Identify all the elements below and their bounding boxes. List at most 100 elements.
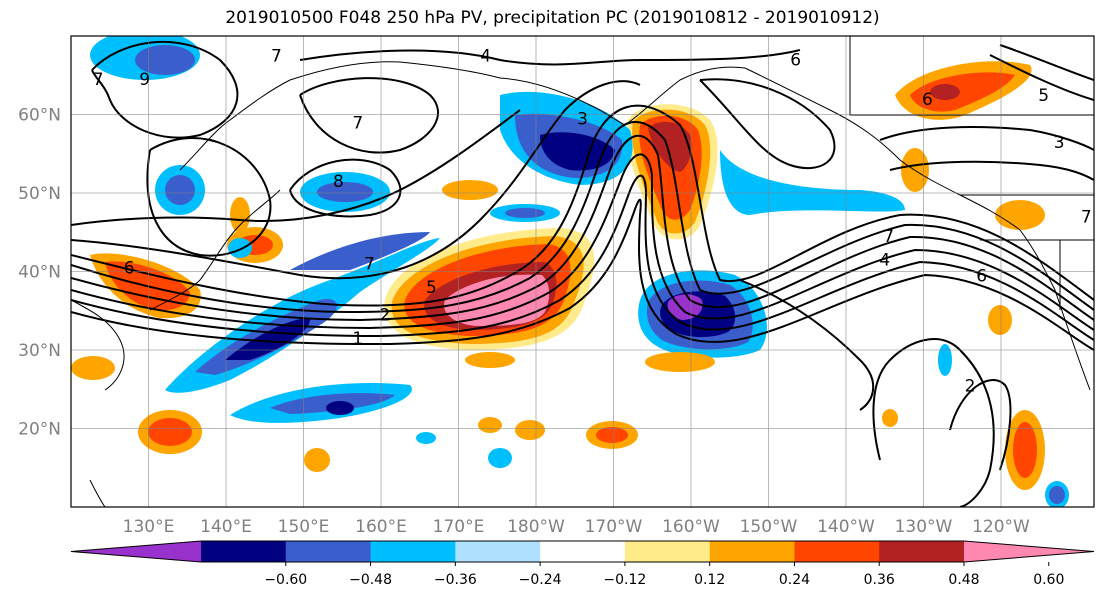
pos-anomaly-blob bbox=[1013, 422, 1037, 478]
colorbar-segment bbox=[794, 541, 880, 562]
contour-label: 6 bbox=[790, 51, 801, 71]
pos-anomaly-blob bbox=[478, 417, 502, 433]
colorbar-tick-label: −0.24 bbox=[519, 572, 562, 588]
lat-tick-label: 40°N bbox=[18, 263, 61, 283]
pos-anomaly-blob bbox=[995, 200, 1045, 230]
contour-label: 7 bbox=[352, 113, 363, 133]
neg-anomaly-blob bbox=[228, 238, 252, 258]
contour-label: 7 bbox=[93, 70, 104, 90]
colorbar-tick-label: 0.12 bbox=[694, 572, 725, 588]
pos-anomaly-panhandle-2 bbox=[910, 72, 1015, 112]
colorbar-segment bbox=[201, 541, 287, 562]
colorbar-extend-low bbox=[71, 541, 201, 562]
colorbar-tick-label: 0.24 bbox=[779, 572, 810, 588]
neg-anomaly-blob bbox=[505, 208, 545, 218]
contour-label: 2 bbox=[965, 376, 976, 396]
pos-anomaly-blob bbox=[230, 197, 250, 233]
contour-label: 9 bbox=[139, 70, 150, 90]
longitude-labels: 130°E 140°E 150°E 160°E 170°E 180°W 170°W 160°W… bbox=[123, 517, 1030, 537]
pos-anomaly-blob bbox=[515, 420, 545, 440]
latitude-labels: 20°N 30°N 40°N 50°N 60°N bbox=[18, 106, 61, 440]
colorbar-tick-label: 0.60 bbox=[1033, 572, 1064, 588]
colorbar-tick-label: −0.48 bbox=[349, 572, 392, 588]
map-title: 2019010500 F048 250 hPa PV, precipitatio… bbox=[225, 8, 880, 28]
contour-label: 7 bbox=[271, 47, 282, 67]
gridlines bbox=[71, 36, 1094, 507]
pos-anomaly-blob bbox=[645, 352, 715, 372]
pos-anomaly-blob bbox=[882, 409, 898, 427]
pos-anomaly-blob bbox=[304, 448, 330, 472]
colorbar-segment bbox=[624, 541, 711, 562]
pos-anomaly-panhandle-core bbox=[930, 84, 960, 100]
colorbar-tick-label: −0.12 bbox=[603, 572, 646, 588]
colorbar: −0.60 −0.48 −0.36 −0.24 −0.12 0.12 0.24 0.36 0.4… bbox=[70, 540, 1095, 588]
colorbar-segment bbox=[285, 541, 372, 562]
contour-label: 1 bbox=[352, 329, 363, 349]
colorbar-segment bbox=[709, 541, 795, 562]
colorbar-tick-label: 0.48 bbox=[948, 572, 979, 588]
lon-tick-label: 130°E bbox=[123, 517, 175, 537]
colorbar-outline bbox=[70, 540, 1095, 563]
contour-label: 4 bbox=[879, 251, 890, 271]
lon-tick-label: 150°W bbox=[740, 517, 798, 537]
neg-anomaly-blob bbox=[165, 175, 195, 205]
colorbar-extend-high bbox=[964, 541, 1094, 562]
contour-label: 5 bbox=[1038, 86, 1049, 106]
contour-label: 5 bbox=[426, 278, 437, 298]
pos-anomaly-blob bbox=[596, 427, 628, 443]
colorbar-segment bbox=[540, 541, 626, 562]
lon-tick-label: 150°E bbox=[278, 517, 330, 537]
neg-anomaly-east-core bbox=[667, 294, 703, 320]
pos-anomaly-blob bbox=[148, 418, 192, 446]
neg-anomaly-blob bbox=[416, 432, 436, 444]
pv-contours bbox=[71, 40, 1094, 507]
contour-label: 7 bbox=[883, 227, 894, 247]
neg-anomaly-bering-core bbox=[540, 132, 615, 171]
pos-anomaly-blob bbox=[71, 356, 115, 380]
colorbar-tick-label: −0.36 bbox=[434, 572, 477, 588]
lon-tick-label: 170°E bbox=[433, 517, 485, 537]
contour-label: 3 bbox=[1054, 133, 1065, 153]
neg-anomaly-blob bbox=[938, 344, 952, 376]
lon-tick-label: 160°E bbox=[355, 517, 407, 537]
pos-anomaly-blob bbox=[988, 305, 1012, 335]
contour-label: 2 bbox=[379, 306, 390, 326]
contour-label: 3 bbox=[577, 109, 588, 129]
lon-tick-label: 180°W bbox=[507, 517, 565, 537]
neg-anomaly-blob bbox=[317, 182, 373, 202]
lat-tick-label: 20°N bbox=[18, 420, 61, 440]
lon-tick-label: 130°W bbox=[895, 517, 953, 537]
pos-anomaly-blob bbox=[465, 352, 515, 368]
lon-tick-label: 140°W bbox=[817, 517, 875, 537]
lon-tick-label: 170°W bbox=[585, 517, 643, 537]
contour-label: 6 bbox=[922, 90, 933, 110]
colorbar-segment bbox=[370, 541, 456, 562]
colorbar-tick-label: 0.36 bbox=[864, 572, 895, 588]
colorbar-tick-label: −0.60 bbox=[264, 572, 307, 588]
pos-anomaly-blob bbox=[442, 180, 498, 200]
lon-tick-label: 140°E bbox=[200, 517, 252, 537]
neg-anomaly-core bbox=[225, 318, 311, 360]
contour-label: 4 bbox=[480, 47, 491, 67]
colorbar-segment bbox=[455, 541, 541, 562]
neg-anomaly-ne-pacific bbox=[720, 150, 905, 215]
neg-anomaly-blob bbox=[1049, 486, 1065, 504]
neg-anomaly-blob bbox=[135, 45, 195, 75]
neg-anomaly-subtrop-core bbox=[326, 401, 354, 415]
contour-label: 7 bbox=[364, 255, 375, 275]
colorbar-segment bbox=[879, 541, 965, 562]
contour-label: 7 bbox=[1081, 208, 1092, 228]
contour-label: 6 bbox=[124, 259, 135, 279]
lon-tick-label: 120°W bbox=[972, 517, 1030, 537]
contour-label: 6 bbox=[976, 266, 987, 286]
pos-anomaly-main-core bbox=[444, 274, 550, 326]
lat-tick-label: 50°N bbox=[18, 184, 61, 204]
lat-tick-label: 30°N bbox=[18, 341, 61, 361]
contour-label: 8 bbox=[333, 172, 344, 192]
plot-border bbox=[70, 35, 1095, 508]
lon-tick-label: 160°W bbox=[662, 517, 720, 537]
neg-anomaly-band-2 bbox=[290, 232, 430, 270]
